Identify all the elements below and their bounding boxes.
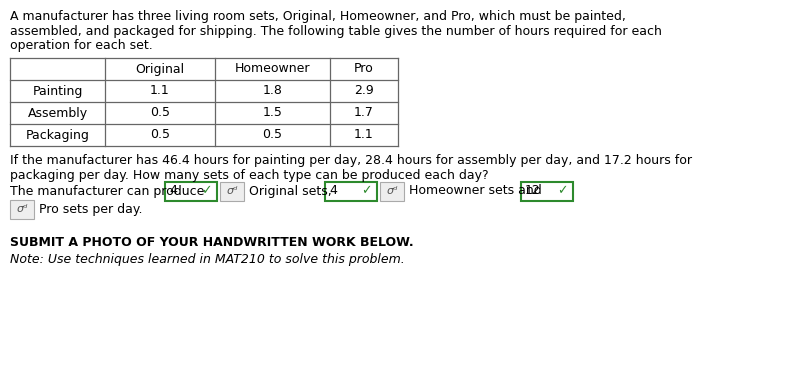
FancyBboxPatch shape — [521, 182, 573, 201]
Text: Original sets,: Original sets, — [249, 184, 332, 198]
Text: assembled, and packaged for shipping. The following table gives the number of ho: assembled, and packaged for shipping. Th… — [10, 24, 662, 38]
Text: 1.1: 1.1 — [150, 84, 170, 98]
Text: packaging per day. How many sets of each type can be produced each day?: packaging per day. How many sets of each… — [10, 168, 489, 182]
Text: σᵈ: σᵈ — [386, 186, 398, 196]
FancyBboxPatch shape — [165, 182, 217, 201]
Text: 2.9: 2.9 — [354, 84, 374, 98]
Text: ✓: ✓ — [361, 184, 372, 198]
Text: 1.5: 1.5 — [263, 106, 283, 120]
Text: ✓: ✓ — [557, 184, 567, 198]
Text: 1.7: 1.7 — [354, 106, 374, 120]
Text: 1.1: 1.1 — [354, 129, 374, 141]
Text: σᵈ: σᵈ — [226, 186, 238, 196]
FancyBboxPatch shape — [325, 182, 377, 201]
Text: 0.5: 0.5 — [150, 129, 170, 141]
Text: If the manufacturer has 46.4 hours for painting per day, 28.4 hours for assembly: If the manufacturer has 46.4 hours for p… — [10, 154, 692, 167]
Text: operation for each set.: operation for each set. — [10, 39, 153, 52]
Text: Homeowner sets and: Homeowner sets and — [409, 184, 541, 198]
FancyBboxPatch shape — [220, 182, 244, 201]
FancyBboxPatch shape — [380, 182, 404, 201]
Text: Assembly: Assembly — [27, 106, 87, 120]
Text: The manufacturer can produce: The manufacturer can produce — [10, 184, 204, 198]
Text: 0.5: 0.5 — [263, 129, 283, 141]
Text: Pro: Pro — [354, 63, 374, 75]
Text: Homeowner: Homeowner — [235, 63, 310, 75]
Text: 4: 4 — [169, 184, 177, 198]
Text: σᵈ: σᵈ — [16, 204, 27, 214]
Text: ✓: ✓ — [201, 184, 212, 198]
FancyBboxPatch shape — [10, 200, 34, 219]
Text: 0.5: 0.5 — [150, 106, 170, 120]
Text: Pro sets per day.: Pro sets per day. — [39, 203, 142, 216]
Text: SUBMIT A PHOTO OF YOUR HANDWRITTEN WORK BELOW.: SUBMIT A PHOTO OF YOUR HANDWRITTEN WORK … — [10, 236, 414, 249]
Text: Original: Original — [136, 63, 184, 75]
Text: Note: Use techniques learned in MAT210 to solve this problem.: Note: Use techniques learned in MAT210 t… — [10, 252, 405, 266]
Text: Packaging: Packaging — [26, 129, 90, 141]
Text: Painting: Painting — [32, 84, 82, 98]
Text: 1.8: 1.8 — [263, 84, 283, 98]
Text: 4: 4 — [329, 184, 337, 198]
Text: A manufacturer has three living room sets, Original, Homeowner, and Pro, which m: A manufacturer has three living room set… — [10, 10, 626, 23]
Text: 12: 12 — [525, 184, 541, 198]
